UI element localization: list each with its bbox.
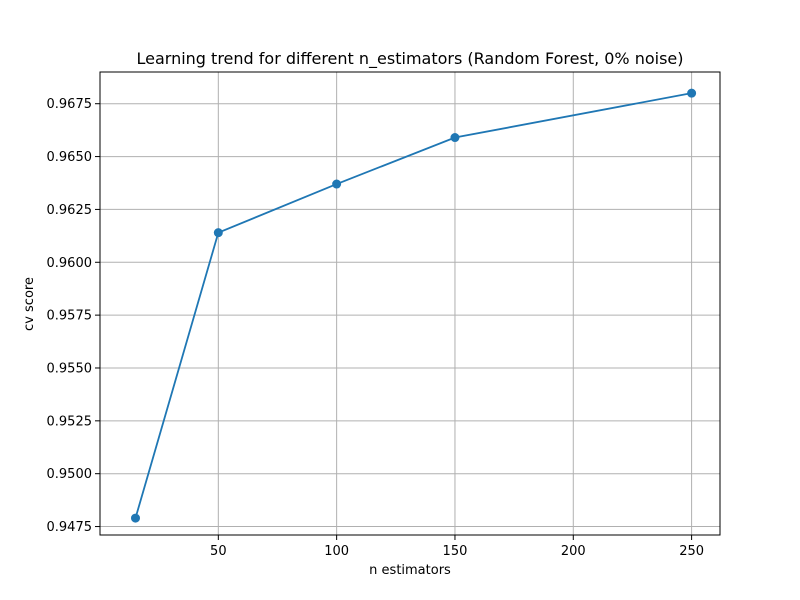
y-tick-label: 0.9500: [47, 467, 93, 482]
y-axis-label: cv score: [22, 277, 37, 331]
plot-frame: [99, 71, 721, 536]
data-point: [450, 133, 460, 143]
y-tick-label: 0.9525: [47, 414, 93, 429]
data-point: [213, 228, 223, 238]
y-tick-label: 0.9550: [47, 361, 93, 376]
y-tick-label: 0.9575: [47, 309, 93, 324]
x-tick-label: 250: [679, 544, 704, 559]
series-layer: [130, 88, 697, 523]
y-tick-label: 0.9600: [47, 256, 93, 271]
data-point: [332, 179, 342, 189]
grid: [100, 72, 720, 535]
x-tick-label: 200: [561, 544, 586, 559]
data-point: [687, 88, 697, 98]
y-tick-label: 0.9475: [47, 520, 93, 535]
x-axis-label: n estimators: [369, 563, 451, 578]
x-axis-ticks: 50 100 150 200 250: [210, 535, 704, 559]
y-tick-label: 0.9675: [47, 97, 93, 112]
y-tick-label: 0.9650: [47, 150, 93, 165]
x-tick-label: 100: [324, 544, 349, 559]
y-tick-label: 0.9625: [47, 203, 93, 218]
y-axis-ticks: 0.9475 0.9500 0.9525 0.9550 0.9575 0.9600 0.96…: [47, 97, 100, 535]
x-tick-label: 150: [443, 544, 468, 559]
chart-title: Learning trend for different n_estimator…: [137, 49, 684, 69]
x-tick-label: 50: [210, 544, 227, 559]
data-point: [130, 513, 140, 523]
